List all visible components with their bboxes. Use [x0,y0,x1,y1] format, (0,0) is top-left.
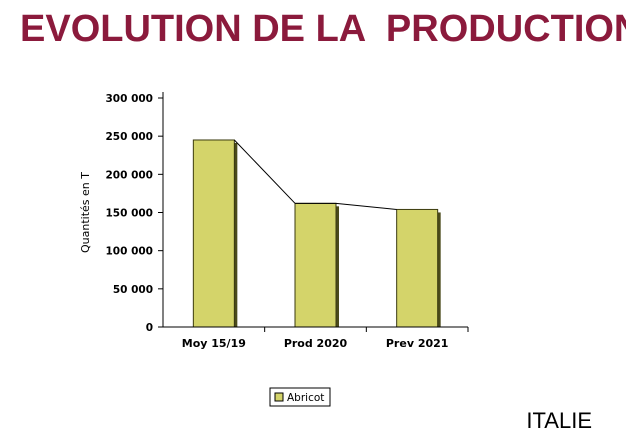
bar [192,139,235,328]
trend-line [233,139,397,210]
legend: Abricot [269,387,331,407]
x-tick-label: Moy 15/19 [182,337,246,350]
x-axis: Moy 15/19 Prod 2020 Prev 2021 [163,326,469,350]
y-axis-title: Quantités en T [79,172,92,253]
y-tick-label: 150 000 [106,208,154,220]
x-tick-label: Prod 2020 [284,337,348,350]
y-tick-label: 300 000 [106,93,154,105]
y-tick-label: 250 000 [106,131,154,143]
y-axis: 0 50 000 100 000 150 000 200 000 250 000 300 0… [79,92,164,334]
legend-swatch [274,392,284,402]
y-tick-label: 50 000 [113,284,153,296]
country-label: ITALIE [526,408,592,433]
legend-box [269,387,331,407]
y-tick-label: 200 000 [106,169,154,181]
bar [396,208,439,328]
legend-label: Abricot [287,392,324,404]
y-tick-label: 0 [146,322,153,334]
slide-title: EVOLUTION DE LA PRODUCTION [20,8,626,50]
x-tick-label: Prev 2021 [386,337,449,350]
bars [192,139,441,328]
y-tick-label: 100 000 [106,246,154,258]
bar [294,202,337,328]
